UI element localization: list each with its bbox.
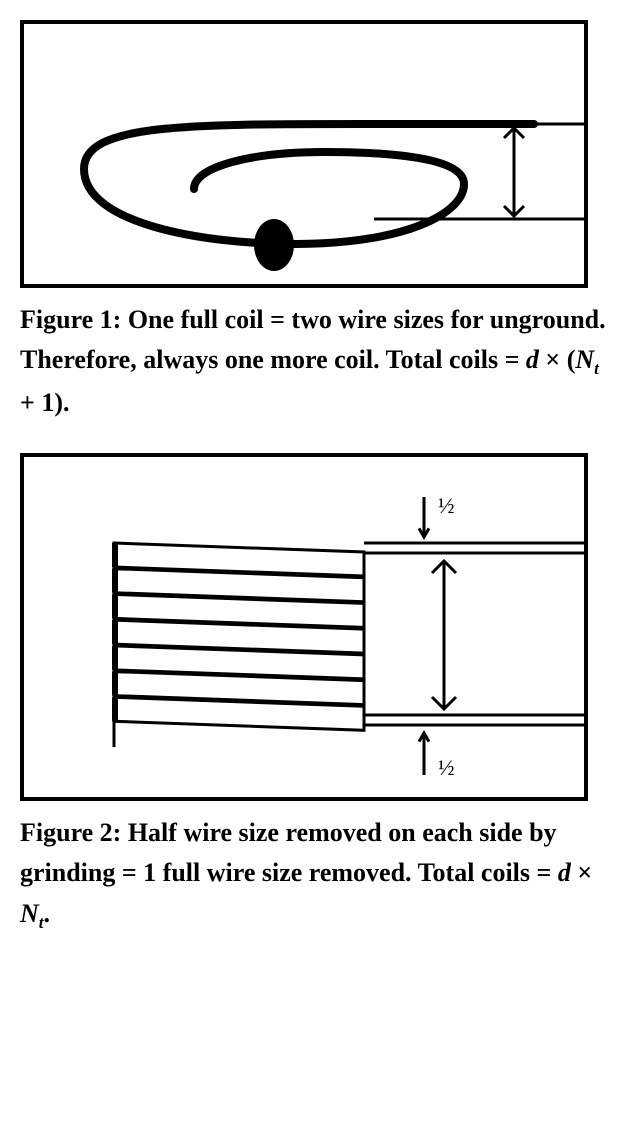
fig2-suffix: . <box>43 899 50 928</box>
half-label-top: ½ <box>438 493 455 519</box>
figure-1-diagram <box>24 24 584 284</box>
fig1-sub-t: t <box>594 359 599 378</box>
figure-2-box: ½ ½ <box>20 453 588 801</box>
fig2-caption-text: Figure 2: Half wire size removed on each… <box>20 818 558 887</box>
fig1-var-d: d <box>526 345 539 374</box>
fig2-var-N: N <box>20 899 39 928</box>
fig2-var-d: d <box>558 858 571 887</box>
fig1-var-N: N <box>575 345 594 374</box>
half-label-bottom: ½ <box>438 755 455 781</box>
figure-2-caption: Figure 2: Half wire size removed on each… <box>20 813 618 936</box>
half-top-text: ½ <box>438 493 455 518</box>
fig2-mid: × <box>571 858 592 887</box>
fig1-caption-text: Figure 1: One full coil = two wire sizes… <box>20 305 606 374</box>
half-bot-text: ½ <box>438 755 455 780</box>
figure-1-box <box>20 20 588 288</box>
fig1-suffix: + 1). <box>20 388 69 417</box>
fig1-mid: × ( <box>539 345 575 374</box>
figure-1-caption: Figure 1: One full coil = two wire sizes… <box>20 300 618 423</box>
figure-2-diagram <box>24 457 584 797</box>
